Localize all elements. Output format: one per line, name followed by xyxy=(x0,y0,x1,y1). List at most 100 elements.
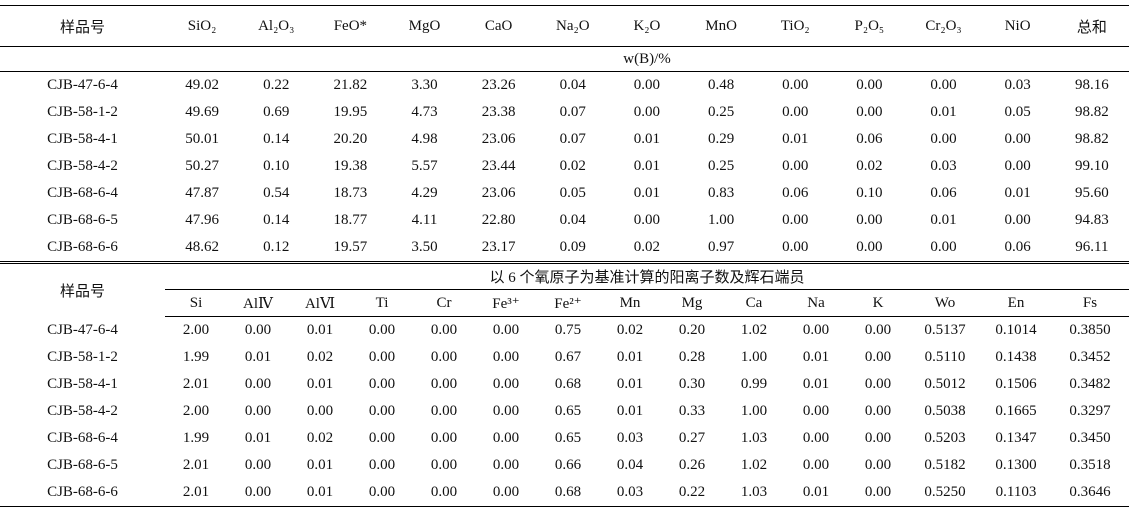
value-cell: 1.02 xyxy=(740,457,768,473)
header-cell: Wo xyxy=(909,289,981,317)
value-cell: 0.00 xyxy=(864,403,892,419)
value-cell: 0.00 xyxy=(368,322,396,338)
header-cell: 总和 xyxy=(1054,5,1129,47)
value-cell: 0.00 xyxy=(368,403,396,419)
value-cell: 0.22 xyxy=(678,484,706,500)
header-cell: CaO xyxy=(461,5,536,47)
header-cell: K₂O xyxy=(609,5,684,47)
value-cell: 0.00 xyxy=(430,376,458,392)
data-row: CJB-58-1-2 1.99 0.01 0.02 0.00 0.00 0.00 0.67 0.… xyxy=(0,344,1129,371)
value-cell: 0.00 xyxy=(244,322,272,338)
value-cell: 0.07 xyxy=(559,131,586,147)
value-cell: 0.00 xyxy=(244,376,272,392)
value-cell: 0.00 xyxy=(368,430,396,446)
value-cell: 0.05 xyxy=(1004,104,1031,120)
header-cell: Fe²⁺ xyxy=(537,289,599,317)
value-cell: 0.83 xyxy=(707,185,735,201)
value-cell: 0.00 xyxy=(802,322,830,338)
value-cell: 23.38 xyxy=(481,104,516,120)
value-cell: 0.01 xyxy=(616,403,644,419)
value-cell: 0.03 xyxy=(616,430,644,446)
value-cell: 19.57 xyxy=(333,239,368,255)
value-cell: 0.00 xyxy=(368,376,396,392)
value-cell: 0.03 xyxy=(930,158,957,174)
value-cell: 0.3452 xyxy=(1069,349,1111,365)
value-cell: 0.01 xyxy=(633,185,661,201)
value-cell: 0.3646 xyxy=(1069,484,1111,500)
header-cell: Na₂O xyxy=(535,5,610,47)
data-row: CJB-58-4-1 2.01 0.00 0.01 0.00 0.00 0.00 0.68 0.… xyxy=(0,371,1129,398)
value-cell: 0.00 xyxy=(856,104,883,120)
value-cell: 21.82 xyxy=(333,77,368,93)
value-cell: 0.01 xyxy=(802,376,830,392)
header-cell: Fe³⁺ xyxy=(475,289,537,317)
header-cell: Cr₂O₃ xyxy=(906,5,981,47)
value-cell: 0.00 xyxy=(864,457,892,473)
header-row: Si AlⅣ AlⅥ Ti Cr Fe³⁺ Fe²⁺ Mn Mg Ca Na K Wo En Fs xyxy=(0,289,1129,317)
value-cell: 0.30 xyxy=(678,376,706,392)
value-cell: 18.77 xyxy=(333,212,368,228)
value-cell: 4.73 xyxy=(411,104,438,120)
value-cell: 0.3518 xyxy=(1069,457,1111,473)
header-cell: NiO xyxy=(980,5,1055,47)
value-cell: 0.67 xyxy=(554,349,582,365)
value-cell: 0.09 xyxy=(559,239,586,255)
value-cell: 0.75 xyxy=(554,322,582,338)
data-row: CJB-68-6-4 1.99 0.01 0.02 0.00 0.00 0.00 0.65 0.… xyxy=(0,425,1129,452)
value-cell: 0.3482 xyxy=(1069,376,1111,392)
value-cell: 0.05 xyxy=(559,185,586,201)
value-cell: 0.00 xyxy=(492,457,520,473)
value-cell: 0.5012 xyxy=(924,376,966,392)
value-cell: 0.01 xyxy=(1004,185,1031,201)
value-cell: 0.00 xyxy=(802,457,830,473)
value-cell: 0.01 xyxy=(633,158,661,174)
value-cell: 0.25 xyxy=(707,158,735,174)
sample-cell: CJB-68-6-6 xyxy=(47,239,118,255)
data-row: CJB-68-6-6 48.62 0.12 19.57 3.50 23.17 0.09 0.0… xyxy=(0,234,1129,261)
header-cell: MnO xyxy=(684,5,759,47)
oxide-table: 样品号 SiO₂ Al₂O₃ FeO* MgO CaO Na₂O K₂O MnO TiO₂ P₂O₅… xyxy=(0,5,1129,261)
value-cell: 0.69 xyxy=(263,104,290,120)
value-cell: 0.68 xyxy=(554,484,582,500)
data-row: CJB-68-6-4 47.87 0.54 18.73 4.29 23.06 0.05 0.0… xyxy=(0,180,1129,207)
header-cell: TiO₂ xyxy=(758,5,833,47)
value-cell: 0.5038 xyxy=(924,403,966,419)
sample-cell: CJB-68-6-4 xyxy=(47,430,118,446)
value-cell: 0.1506 xyxy=(995,376,1037,392)
value-cell: 0.20 xyxy=(678,322,706,338)
value-cell: 94.83 xyxy=(1074,212,1109,228)
sample-cell: CJB-58-1-2 xyxy=(47,104,118,120)
data-row: CJB-68-6-5 2.01 0.00 0.01 0.00 0.00 0.00 0.66 0.… xyxy=(0,452,1129,479)
header-cell: Si xyxy=(165,289,227,317)
value-cell: 0.00 xyxy=(430,322,458,338)
value-cell: 0.66 xyxy=(554,457,582,473)
value-cell: 0.01 xyxy=(244,430,272,446)
header-cell: Ca xyxy=(723,289,785,317)
value-cell: 0.04 xyxy=(559,212,586,228)
value-cell: 98.16 xyxy=(1074,77,1109,93)
value-cell: 0.65 xyxy=(554,403,582,419)
value-cell: 0.00 xyxy=(244,484,272,500)
value-cell: 0.3297 xyxy=(1069,403,1111,419)
value-cell: 0.12 xyxy=(263,239,290,255)
unit-spacer xyxy=(0,46,166,72)
value-cell: 47.96 xyxy=(185,212,219,228)
value-cell: 0.00 xyxy=(930,77,957,93)
value-cell: 4.98 xyxy=(411,131,438,147)
value-cell: 0.27 xyxy=(678,430,706,446)
value-cell: 0.68 xyxy=(554,376,582,392)
value-cell: 0.00 xyxy=(368,484,396,500)
value-cell: 0.00 xyxy=(244,403,272,419)
value-cell: 23.26 xyxy=(481,77,516,93)
value-cell: 0.00 xyxy=(492,349,520,365)
value-cell: 22.80 xyxy=(481,212,516,228)
value-cell: 0.00 xyxy=(802,403,830,419)
value-cell: 1.99 xyxy=(182,349,210,365)
header-cell: SiO₂ xyxy=(165,5,240,47)
value-cell: 0.01 xyxy=(616,349,644,365)
value-cell: 0.3850 xyxy=(1069,322,1111,338)
value-cell: 50.27 xyxy=(185,158,219,174)
value-cell: 0.33 xyxy=(678,403,706,419)
value-cell: 98.82 xyxy=(1074,131,1109,147)
